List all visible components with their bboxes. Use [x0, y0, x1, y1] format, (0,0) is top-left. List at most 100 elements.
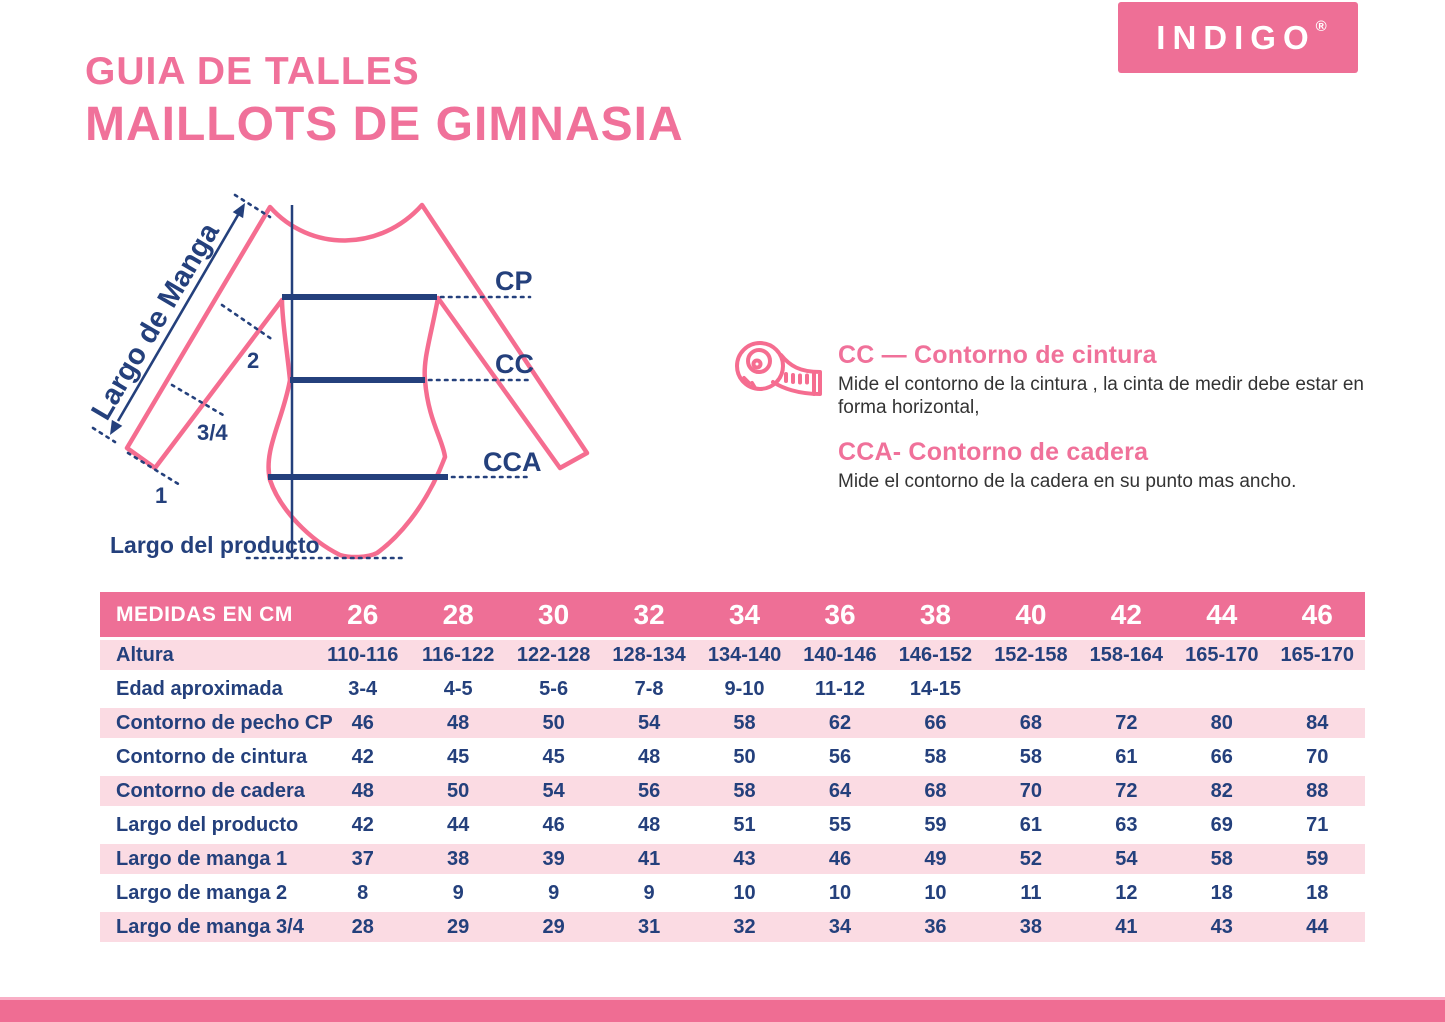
row-value: 48	[637, 745, 661, 768]
row-value: 46	[542, 813, 565, 836]
row-value: 152-158	[994, 643, 1068, 666]
row-value: 158-164	[1089, 643, 1164, 666]
sleeve34-tick-dotted	[170, 383, 225, 417]
row-value: 46	[828, 847, 852, 870]
row-value: 37	[351, 847, 374, 870]
row-value: 55	[828, 813, 852, 836]
product-length-label: Largo del producto	[110, 532, 320, 558]
row-value: 62	[828, 711, 852, 734]
page-title: GUIA DE TALLES MAILLOTS DE GIMNASIA	[85, 52, 684, 149]
table-row: Contorno de cintura 42 45 45 48 50 56 58 58 61 66 7…	[100, 742, 1365, 772]
row-value: 38	[1019, 915, 1043, 938]
row-value: 82	[1210, 779, 1233, 802]
table-row: Largo de manga 1 37 38 39 41 43 46 49 52 54 58 59	[100, 844, 1365, 874]
row-value: 69	[1210, 813, 1233, 836]
row-value: 58	[924, 745, 947, 768]
cca-heading: CCA- Contorno de cadera	[838, 438, 1149, 466]
table-row: Largo de manga 3/4 28 29 29 31 32 34 36 38 41 43 44	[100, 912, 1365, 942]
row-value: 39	[542, 847, 565, 870]
row-value: 88	[1306, 779, 1329, 802]
row-value: 61	[1019, 813, 1043, 836]
row-value: 32	[733, 915, 756, 938]
row-value: 72	[1115, 711, 1138, 734]
row-value: 59	[924, 813, 947, 836]
row-value: 58	[1210, 847, 1233, 870]
size-column-header: 36	[824, 598, 856, 630]
row-value: 72	[1115, 779, 1138, 802]
indigo-logo: INDIGO ®	[1118, 2, 1358, 73]
table-header-label: MEDIDAS EN CM	[116, 602, 293, 626]
row-value: 70	[1306, 745, 1329, 768]
row-value: 7-8	[634, 677, 664, 700]
row-value: 68	[924, 779, 947, 802]
row-label: Largo de manga 3/4	[116, 915, 304, 938]
row-value: 54	[637, 711, 661, 734]
sleeve2-tick-label: 2	[247, 348, 259, 373]
sleeve-length-label: Largo de Manga	[85, 217, 226, 426]
leotard-outline	[124, 202, 590, 560]
row-value: 59	[1306, 847, 1329, 870]
row-value: 80	[1210, 711, 1233, 734]
row-value: 45	[542, 745, 565, 768]
row-value: 52	[1019, 847, 1043, 870]
row-value: 9	[548, 881, 560, 904]
row-value: 165-170	[1185, 643, 1259, 666]
row-value: 43	[733, 847, 756, 870]
row-value: 54	[542, 779, 565, 802]
row-value: 128-134	[612, 643, 686, 666]
row-value: 29	[542, 915, 565, 938]
row-value: 9	[452, 881, 464, 904]
leotard-measurement-diagram: Largo de Manga CP CC CCA 2 3/4 1 Largo d…	[85, 193, 590, 560]
row-value: 134-140	[707, 643, 782, 666]
row-value: 28	[351, 915, 374, 938]
page-title-line1: GUIA DE TALLES	[85, 50, 420, 93]
row-value: 4-5	[443, 677, 473, 700]
row-value: 43	[1210, 915, 1233, 938]
row-value: 58	[1019, 745, 1043, 768]
row-label: Edad aproximada	[116, 677, 283, 700]
sleeve34-tick-label: 3/4	[197, 420, 228, 445]
row-value: 48	[351, 779, 374, 802]
chest-label: CP	[495, 266, 533, 296]
cca-description: Mide el contorno de la cadera en su punt…	[838, 471, 1297, 492]
row-value: 63	[1115, 813, 1138, 836]
row-label: Contorno de pecho CP	[116, 711, 333, 734]
row-value: 122-128	[516, 643, 591, 666]
table-row: Largo del producto 42 44 46 48 51 55 59 61 63 69 71	[100, 810, 1365, 840]
size-column-header: 44	[1206, 598, 1238, 630]
shoulder-tick-dotted	[233, 193, 272, 219]
registered-trademark-icon: ®	[1315, 18, 1327, 35]
row-value: 51	[733, 813, 756, 836]
row-value: 50	[733, 745, 756, 768]
row-value: 56	[828, 745, 852, 768]
size-column-header: 46	[1301, 598, 1333, 630]
waist-label: CC	[495, 349, 534, 379]
size-table: MEDIDAS EN CM 26 28 30 32 34 36 38 40 42 44 46 Alt…	[100, 592, 1365, 942]
row-value: 70	[1019, 779, 1043, 802]
row-value: 64	[828, 779, 852, 802]
row-value: 61	[1115, 745, 1138, 768]
row-value: 14-15	[909, 677, 962, 700]
row-value: 50	[542, 711, 565, 734]
table-body: Altura 110-116 116-122 122-128 128-134 134-14…	[100, 640, 1365, 942]
row-label: Largo de manga 1	[116, 847, 288, 870]
footer-bar	[0, 997, 1445, 1022]
row-value: 36	[924, 915, 947, 938]
indigo-logo-text: INDIGO	[1156, 18, 1316, 56]
row-value: 50	[447, 779, 470, 802]
measuring-tape-icon	[735, 341, 822, 396]
row-value: 10	[733, 881, 756, 904]
row-value: 68	[1019, 711, 1043, 734]
row-value: 48	[637, 813, 661, 836]
row-label: Contorno de cadera	[116, 779, 305, 802]
row-label: Contorno de cintura	[116, 745, 308, 768]
row-value: 116-122	[422, 643, 495, 666]
row-value: 29	[447, 915, 470, 938]
row-value: 165-170	[1280, 643, 1354, 666]
row-label: Altura	[116, 643, 174, 666]
row-value: 12	[1115, 881, 1138, 904]
row-value: 18	[1306, 881, 1329, 904]
row-value: 44	[1306, 915, 1329, 938]
row-value: 41	[637, 847, 661, 870]
